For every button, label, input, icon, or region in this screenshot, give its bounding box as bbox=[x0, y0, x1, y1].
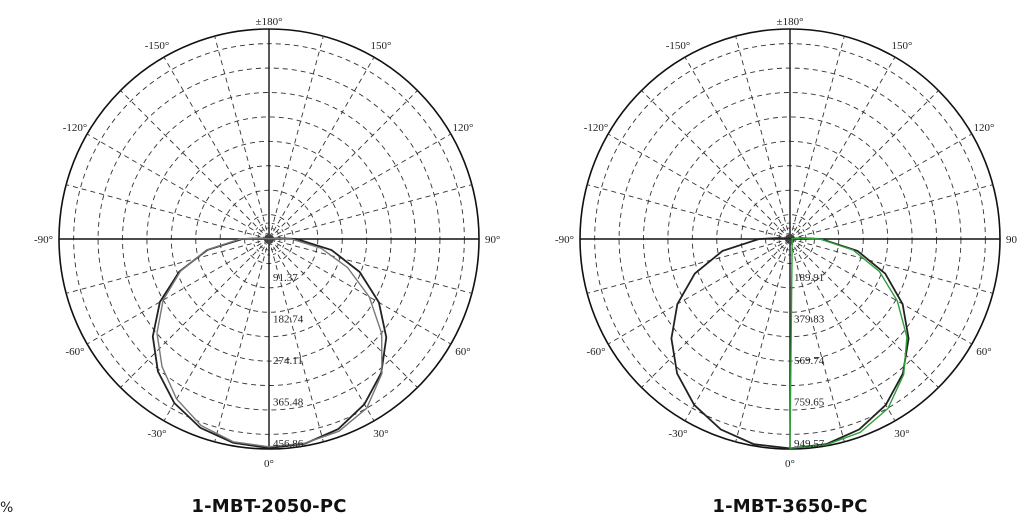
grid-spoke bbox=[268, 133, 452, 240]
grid-spoke bbox=[789, 36, 845, 240]
grid-spoke bbox=[641, 90, 791, 240]
grid-spoke bbox=[789, 238, 939, 388]
series-curve bbox=[789, 237, 908, 449]
angle-label: -30° bbox=[147, 428, 166, 440]
grid-spoke bbox=[268, 36, 324, 240]
radial-value-label: 569.74 bbox=[794, 355, 825, 367]
grid-spoke bbox=[735, 36, 791, 240]
angle-label: ±180° bbox=[256, 16, 283, 28]
radial-value-label: 91.37 bbox=[273, 272, 298, 284]
grid-spoke bbox=[735, 238, 791, 442]
angle-label: 90 bbox=[1006, 234, 1018, 246]
grid-spoke bbox=[268, 238, 324, 442]
grid-spoke bbox=[607, 133, 791, 240]
angle-label: -150° bbox=[666, 40, 691, 52]
grid-spoke bbox=[587, 184, 791, 240]
grid-spoke bbox=[789, 238, 993, 294]
grid-spoke bbox=[268, 90, 418, 240]
angle-label: 120° bbox=[453, 122, 474, 134]
polar-chart-1-mbt-2050-pc: ±180° 150° 120° 90° 60° 30° 0° -30° -60° -90° -120… bbox=[34, 16, 500, 470]
grid-spoke bbox=[607, 238, 791, 345]
angle-label: -30° bbox=[668, 428, 687, 440]
grid-spoke bbox=[789, 238, 973, 345]
grid-spoke bbox=[684, 238, 791, 422]
grid-spoke bbox=[789, 238, 845, 442]
radial-value-label: 274.11 bbox=[273, 355, 303, 367]
chart-caption: 1-MBT-3650-PC bbox=[712, 496, 868, 517]
radial-value-label: 189.91 bbox=[794, 272, 824, 284]
grid-spoke bbox=[789, 133, 973, 240]
grid-spoke bbox=[66, 238, 270, 294]
angle-label: 30° bbox=[373, 428, 388, 440]
grid-spoke bbox=[86, 238, 270, 345]
grid-spoke bbox=[268, 238, 452, 345]
angle-label: -90° bbox=[555, 234, 574, 246]
grid-spoke bbox=[214, 238, 270, 442]
angle-label: -90° bbox=[34, 234, 53, 246]
radial-value-label: 456.86 bbox=[273, 438, 304, 450]
radial-value-label: 949.57 bbox=[794, 438, 825, 450]
grid-spoke bbox=[684, 56, 791, 240]
grid-spoke bbox=[641, 238, 791, 388]
angle-label: -120° bbox=[584, 122, 609, 134]
angle-label: 150° bbox=[892, 40, 913, 52]
angle-label: 0° bbox=[785, 458, 795, 470]
angle-label: 30° bbox=[894, 428, 909, 440]
angle-label: 90° bbox=[485, 234, 500, 246]
grid-spoke bbox=[789, 184, 993, 240]
grid-spoke bbox=[163, 238, 270, 422]
grid-spoke bbox=[120, 90, 270, 240]
edge-fragment-left: % bbox=[0, 500, 14, 516]
grid-spoke bbox=[86, 133, 270, 240]
angle-label: -60° bbox=[586, 346, 605, 358]
chart-caption: 1-MBT-2050-PC bbox=[191, 496, 347, 517]
grid-spoke bbox=[214, 36, 270, 240]
angle-label: -60° bbox=[65, 346, 84, 358]
series-curve bbox=[156, 237, 383, 448]
grid-spoke bbox=[789, 56, 896, 240]
grid-spoke bbox=[587, 238, 791, 294]
grid-spoke bbox=[789, 238, 896, 422]
grid-spoke bbox=[268, 184, 472, 240]
radial-value-label: 365.48 bbox=[273, 397, 304, 409]
grid-spoke bbox=[163, 56, 270, 240]
grid-spoke bbox=[268, 238, 375, 422]
angle-label: 60° bbox=[976, 346, 991, 358]
angle-label: -150° bbox=[145, 40, 170, 52]
grid-spoke bbox=[268, 238, 472, 294]
grid-spoke bbox=[66, 184, 270, 240]
angle-label: 60° bbox=[455, 346, 470, 358]
angle-label: 0° bbox=[264, 458, 274, 470]
grid-spoke bbox=[268, 56, 375, 240]
angle-label: 120° bbox=[974, 122, 995, 134]
angle-label: 150° bbox=[371, 40, 392, 52]
angle-label: ±180° bbox=[777, 16, 804, 28]
radial-value-label: 182.74 bbox=[273, 314, 304, 326]
radial-value-label: 759.65 bbox=[794, 397, 825, 409]
polar-chart-1-mbt-3650-pc: ±180° 150° 120° 90 60° 30° 0° -30° -60° -90° -120°… bbox=[555, 16, 1018, 470]
radial-value-label: 379.83 bbox=[794, 314, 825, 326]
angle-label: -120° bbox=[63, 122, 88, 134]
grid-spoke bbox=[789, 90, 939, 240]
grid-spoke bbox=[268, 238, 418, 388]
grid-spoke bbox=[120, 238, 270, 388]
